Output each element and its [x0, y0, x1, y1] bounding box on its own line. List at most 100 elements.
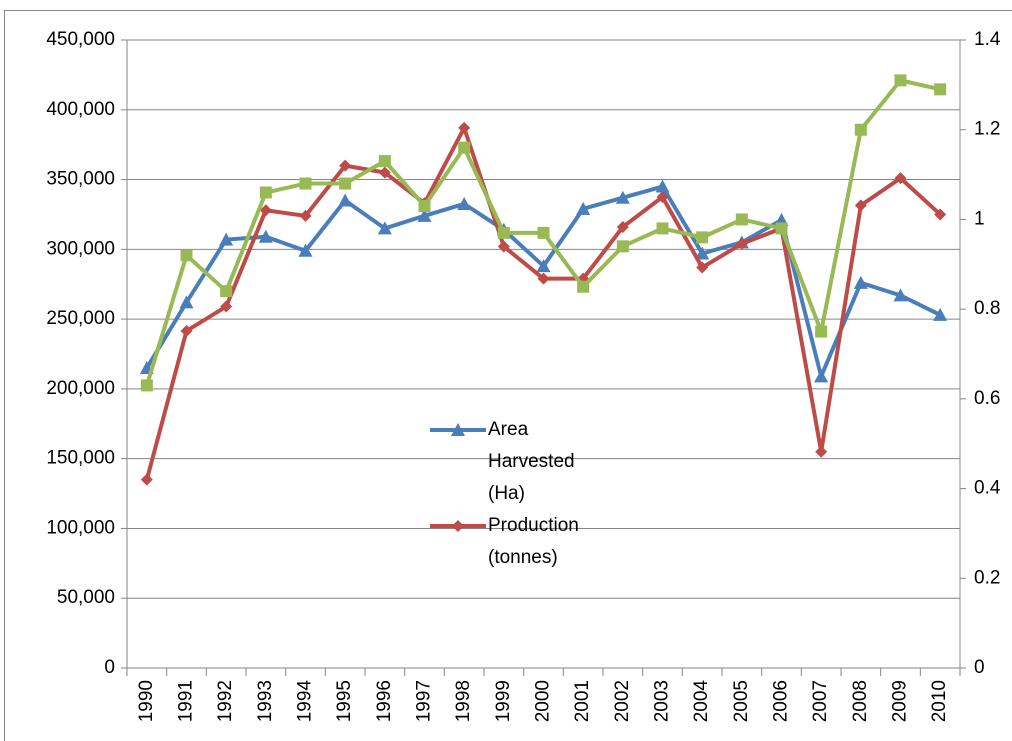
- y2-tick-label: 1.4: [974, 29, 1001, 50]
- y2-tick-label: 1: [974, 208, 985, 229]
- marker: [258, 229, 273, 243]
- y-tick-label: 100,000: [46, 517, 115, 538]
- y2-tick-label: 1.2: [974, 119, 1000, 140]
- marker: [299, 177, 312, 190]
- y-tick-label: 150,000: [46, 448, 115, 469]
- marker: [894, 74, 907, 87]
- y2-tick-label: 0.4: [974, 478, 1001, 499]
- marker: [537, 226, 550, 239]
- marker: [656, 222, 669, 235]
- marker: [299, 209, 312, 222]
- x-tick-label: 1995: [334, 680, 355, 722]
- marker: [853, 275, 868, 289]
- marker: [417, 208, 432, 222]
- marker: [497, 240, 510, 253]
- marker: [696, 231, 709, 244]
- marker: [933, 307, 948, 321]
- marker: [735, 237, 748, 250]
- marker: [735, 213, 748, 226]
- marker: [298, 243, 313, 257]
- marker: [180, 249, 193, 262]
- y-tick-label: 200,000: [46, 378, 115, 399]
- y2-tick-label: 0: [974, 657, 985, 678]
- x-tick-label: 2007: [810, 680, 831, 722]
- legend: Area Harvested (Ha) Production (tonnes): [428, 414, 613, 574]
- legend-swatch: [430, 423, 486, 436]
- marker: [497, 226, 510, 239]
- x-tick-label: 1994: [295, 680, 316, 723]
- marker: [656, 191, 669, 203]
- marker: [615, 190, 630, 204]
- marker: [934, 208, 947, 221]
- marker: [854, 123, 867, 136]
- x-tick-label: 1998: [453, 680, 474, 722]
- x-tick-label: 1996: [374, 680, 395, 722]
- marker: [179, 295, 194, 309]
- x-tick-label: 2000: [533, 680, 554, 722]
- marker: [537, 272, 550, 285]
- marker: [815, 445, 828, 458]
- x-tick-label: 1997: [414, 680, 435, 722]
- marker: [934, 83, 947, 96]
- y-tick-label: 400,000: [46, 99, 115, 120]
- x-tick-label: 2003: [652, 680, 673, 722]
- marker: [259, 186, 272, 199]
- marker: [893, 288, 908, 302]
- marker: [220, 300, 233, 313]
- marker: [577, 280, 590, 293]
- marker: [696, 261, 709, 274]
- marker: [220, 285, 233, 298]
- marker: [695, 246, 710, 260]
- marker: [458, 141, 471, 154]
- x-tick-label: 1992: [215, 680, 236, 722]
- marker: [457, 196, 472, 210]
- y2-tick-label: 0.6: [974, 388, 1000, 409]
- marker: [338, 193, 353, 207]
- x-tick-label: 2006: [771, 680, 792, 722]
- x-tick-label: 2001: [572, 680, 593, 722]
- marker: [616, 221, 629, 234]
- marker: [815, 325, 828, 338]
- marker: [180, 324, 193, 337]
- marker: [418, 199, 431, 212]
- legend-label: Production (tonnes): [488, 515, 579, 568]
- marker: [219, 232, 234, 246]
- y-tick-label: 50,000: [57, 587, 115, 608]
- legend-label: Area Harvested (Ha): [488, 419, 575, 504]
- x-tick-label: 2005: [731, 680, 752, 722]
- marker: [140, 379, 153, 392]
- marker: [259, 204, 272, 217]
- x-tick-label: 1990: [136, 680, 157, 722]
- y-tick-label: 450,000: [46, 29, 115, 50]
- legend-entry: Production (tonnes): [428, 510, 613, 574]
- x-tick-label: 1993: [255, 680, 276, 722]
- marker: [378, 166, 391, 179]
- marker: [378, 155, 391, 168]
- chart-border: [4, 10, 1012, 741]
- y-tick-label: 350,000: [46, 169, 115, 190]
- legend-marker: [452, 520, 464, 532]
- marker: [536, 259, 551, 273]
- x-tick-label: 2004: [691, 680, 712, 723]
- y-tick-label: 300,000: [46, 238, 115, 259]
- y2-tick-label: 0.8: [974, 298, 1000, 319]
- marker: [339, 177, 352, 190]
- y-tick-label: 0: [104, 657, 115, 678]
- x-tick-label: 1991: [176, 680, 197, 722]
- marker: [458, 121, 471, 134]
- marker: [140, 473, 153, 486]
- marker: [854, 199, 867, 212]
- x-tick-label: 2008: [850, 680, 871, 722]
- marker: [814, 369, 829, 383]
- marker: [576, 201, 591, 215]
- x-tick-label: 1999: [493, 680, 514, 722]
- y-tick-label: 250,000: [46, 308, 115, 329]
- legend-marker: [451, 423, 465, 436]
- marker: [377, 221, 392, 235]
- legend-entry: Area Harvested (Ha): [428, 414, 613, 510]
- marker: [775, 222, 788, 235]
- marker: [339, 159, 352, 172]
- y2-tick-label: 0.2: [974, 567, 1000, 588]
- x-tick-label: 2002: [612, 680, 633, 722]
